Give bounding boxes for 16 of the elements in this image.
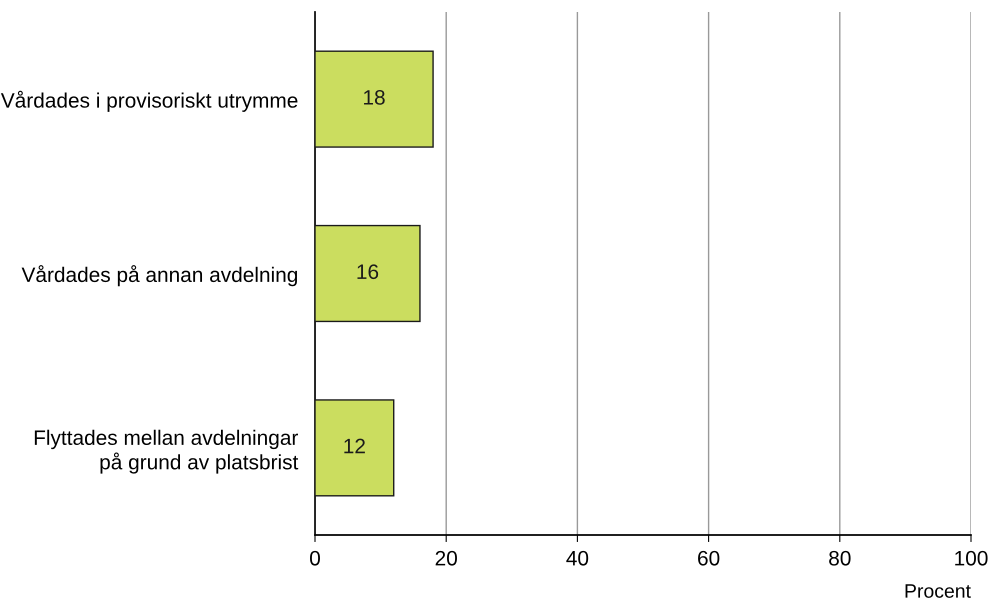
y-tick-label: Vårdades på annan avdelning <box>22 265 298 286</box>
x-tick-label: 20 <box>436 550 457 566</box>
x-axis-title: Procent <box>906 584 971 598</box>
x-tick-label: 100 <box>955 550 988 566</box>
data-label: 12 <box>344 438 365 454</box>
x-tick-label: 40 <box>566 550 588 566</box>
x-tick-label: 0 <box>310 550 320 566</box>
bar <box>315 50 434 148</box>
bar <box>315 224 421 322</box>
y-tick-label: Flyttades mellan avdelningar på grund av platsbrist <box>34 430 298 474</box>
y-tick-label: Vårdades i provisoriskt utrymme <box>0 90 298 112</box>
bar <box>315 399 394 496</box>
x-tick-label: 60 <box>698 550 720 566</box>
data-label: 16 <box>357 264 378 280</box>
data-label: 18 <box>364 90 385 105</box>
x-tick-label: 80 <box>829 550 851 566</box>
